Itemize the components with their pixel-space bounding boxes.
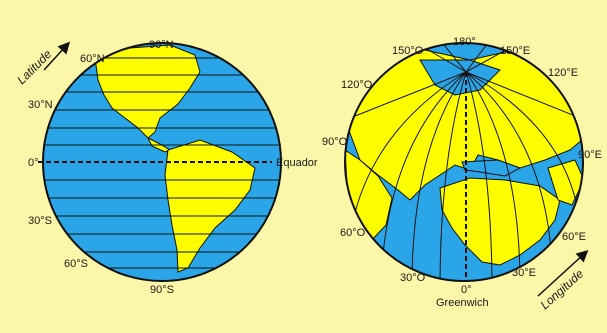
label-90e: 90°E (578, 149, 602, 161)
greenwich-label: Greenwich (436, 297, 489, 309)
label-90n: 90°N (149, 39, 174, 51)
label-60n: 60°N (80, 53, 105, 65)
label-0-lon: 0° (461, 284, 472, 296)
label-150e: 150°E (500, 45, 530, 57)
south-america-landmass (164, 139, 256, 273)
latitude-arrow-icon (43, 41, 71, 71)
arabia-landmass (547, 159, 583, 206)
longitude-arrow-icon (537, 249, 589, 297)
equator-label: Equador (276, 157, 318, 169)
label-120e: 120°E (548, 67, 578, 79)
label-180: 180° (453, 36, 476, 48)
label-30s: 30°S (28, 215, 52, 227)
label-60e: 60°E (562, 231, 586, 243)
latitude-axis-label: Latitude (14, 47, 54, 87)
label-30e: 30°E (512, 267, 536, 279)
label-60o: 60°O (340, 227, 366, 239)
label-150o: 150°O (392, 45, 424, 57)
label-90o: 90°O (322, 136, 348, 148)
longitude-globe: 150°O 180° 150°E 120°O 120°E 90°O 90°E 6… (322, 36, 602, 312)
label-30n: 30°N (28, 99, 53, 111)
latitude-globe: 90°N 60°N 30°N 0° Equador 30°S 60°S 90°S… (14, 39, 318, 296)
label-120o: 120°O (341, 79, 373, 91)
label-90s: 90°S (150, 284, 174, 296)
longitude-lines (345, 43, 583, 281)
label-30o: 30°O (400, 272, 426, 284)
label-0-lat: 0° (28, 157, 39, 169)
label-60s: 60°S (64, 258, 88, 270)
